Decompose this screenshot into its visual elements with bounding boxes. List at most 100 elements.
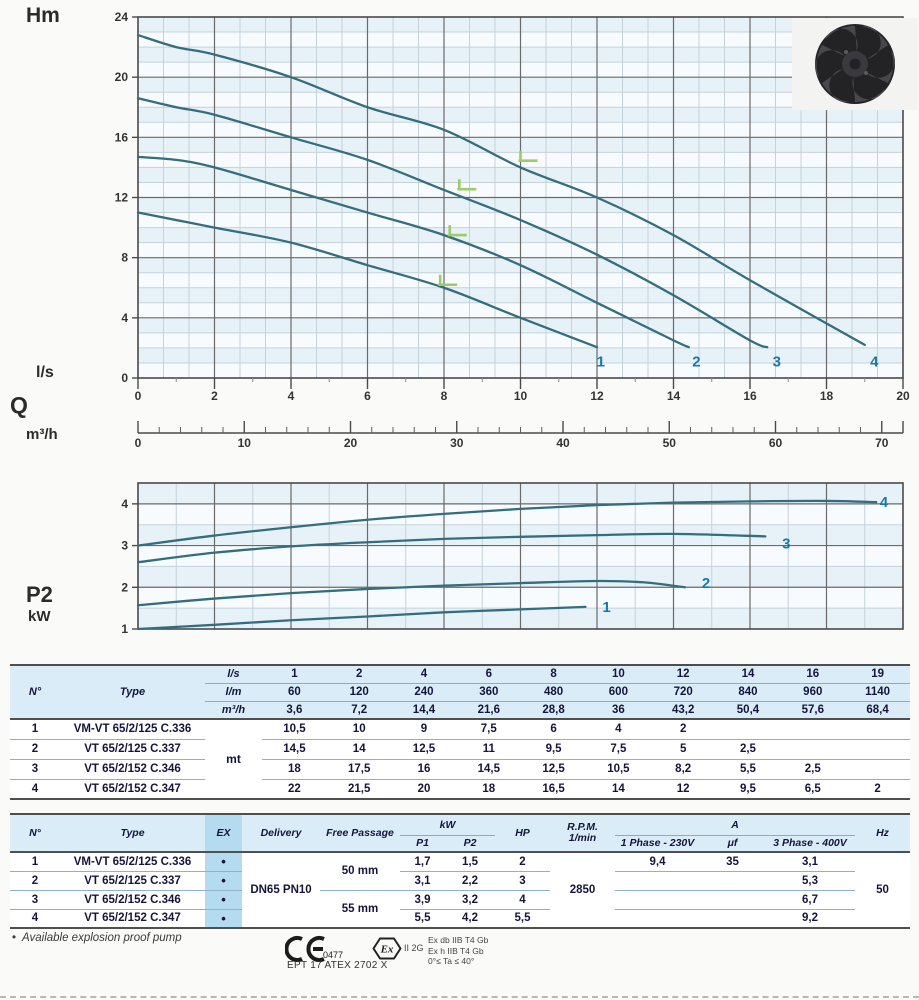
hydraulic-performance-table: N° Type l/s 1 2 4 6 8 10 12 14 16 19 l/m 60 120 240 360 48… [10,664,910,800]
ex-protection-codes: Ex db IIB T4 Gb Ex h IIB T4 Gb 0°≤ Ta ≤ … [428,935,488,967]
current-3phase-cell: 6,7 [765,890,855,910]
svg-text:16: 16 [115,130,129,144]
head-value-cell: 14,5 [262,739,327,760]
pump-type-cell: VT 65/2/152 C.346 [60,890,205,910]
svg-text:4: 4 [121,497,128,511]
svg-text:Ex: Ex [380,944,394,956]
flow-value-cell: 360 [456,683,522,702]
pump-head-row: 1 VM-VT 65/2/125 C.336 mt 10,5 10 9 7,5 6 4 2 [10,719,910,766]
head-value-cell [845,759,910,780]
p1-cell: 1,7 [400,852,445,872]
head-value-cell [845,719,910,740]
head-value-cell [715,719,781,740]
ce-marking: 0477 [284,935,345,970]
svg-text:12: 12 [115,191,129,205]
ex-available-cell: • [205,852,242,872]
flow-value-cell: 720 [650,683,716,702]
flow-value-cell: 14,4 [391,701,457,720]
pump-number-cell: 3 [10,759,60,780]
current-1phase-cell [615,890,700,910]
ex-available-cell: • [205,909,242,928]
current-1phase-cell [615,909,700,928]
curve-label-4: 4 [880,494,889,511]
svg-text:16: 16 [743,389,757,403]
rpm-cell: 2850 [569,884,596,896]
head-value-cell: 10,5 [585,759,651,780]
flow-value-cell: 3,6 [262,701,327,720]
explosion-proof-note: • Available explosion proof pump [12,932,182,944]
p1-cell: 3,1 [400,871,445,891]
head-value-cell: 9,5 [739,782,756,795]
bep-marker [518,150,538,162]
svg-text:0: 0 [135,436,142,450]
svg-text:20: 20 [896,389,910,403]
curve-1: 1 [136,211,605,370]
head-value-cell: 7,5 [456,719,522,740]
head-value-cell: 7,5 [585,739,651,760]
pump-number-cell: 2 [10,739,60,760]
capacitor-cell: 35 [700,852,765,872]
head-value-cell: 16 [391,759,457,780]
col-header-kw: kW [400,814,495,836]
current-3phase-cell: 3,1 [765,852,855,872]
col-header-current: A [615,814,855,836]
flow-value-cell: 1140 [845,683,910,702]
notified-body-number: 0477 [323,950,344,960]
hz-cell: 50 [876,884,889,896]
p1-cell: 3,9 [400,890,445,910]
hp-cell: 4 [495,890,550,910]
col-header-p1: P1 [400,835,445,853]
bullet-icon: • [12,932,17,944]
current-3phase-cell: 9,2 [802,912,818,925]
svg-text:8: 8 [441,389,448,403]
head-value-cell: 8,2 [650,759,716,780]
head-value-cell: 12 [676,782,690,795]
svg-text:50: 50 [663,436,677,450]
flow-value-cell: 7,2 [326,701,392,720]
head-value-cell: 6 [521,719,586,740]
svg-text:2: 2 [211,389,218,403]
pump-number-cell: 4 [31,912,39,925]
pump-head-row: 2 VT 65/2/125 C.337 14,5 14 12,5 11 9,5 7,5 5 2,5 [10,739,910,760]
head-value-cell: 17,5 [326,759,392,780]
svg-text:10: 10 [514,389,528,403]
svg-text:24: 24 [115,10,129,24]
pump-type-cell: VM-VT 65/2/125 C.336 [60,719,205,740]
pump-type-cell: VT 65/2/152 C.347 [84,782,181,795]
head-value-cell: 21,5 [348,782,371,795]
technical-header-row: N° Type EX Delivery Free Passage kW HP R.P.M. 1/… [10,814,910,853]
svg-text:40: 40 [556,436,570,450]
flow-value-cell: 12 [650,665,716,684]
ex-available-cell: • [205,871,242,891]
pump-type-cell: VT 65/2/152 C.347 [84,912,181,925]
head-axis-label: Hm [26,4,60,27]
flow-value-cell: 57,6 [780,701,846,720]
power-axis-label: P2 [26,582,53,607]
head-value-cell [780,739,846,760]
curve-label-3: 3 [782,535,790,552]
svg-text:2: 2 [121,580,128,594]
ex-code-line: Ex h IIB T4 Gb [428,945,484,956]
pump-spec-row: 2 VT 65/2/125 C.337 • 3,1 2,2 3 5,3 [10,871,910,891]
flow-symbol-label: Q [10,392,28,418]
svg-text:12: 12 [590,389,604,403]
flow-value-cell: 10 [585,665,651,684]
pump-number-cell: 1 [10,852,60,872]
vortex-impeller-icon [815,24,895,104]
flow-value-cell: 600 [585,683,651,702]
flow-value-cell: 68,4 [845,701,910,720]
svg-text:6: 6 [364,389,371,403]
curve-label-3: 3 [773,353,781,370]
curve-3: 3 [136,532,791,564]
svg-text:60: 60 [769,436,783,450]
col-header-type: Type [60,665,205,720]
m3h-ruler: 0 10 20 30 40 50 60 70 [135,421,904,450]
head-value-cell: 5 [650,739,716,760]
flow-header-row: l/m 60 120 240 360 480 600 720 840 960 1140 [10,683,910,702]
p2-cell: 3,2 [445,890,495,910]
ex-hexagon-icon: Ex [372,937,402,960]
capacitor-cell [700,909,765,928]
curve-label-4: 4 [870,353,879,370]
col-header-type: Type [60,814,205,853]
